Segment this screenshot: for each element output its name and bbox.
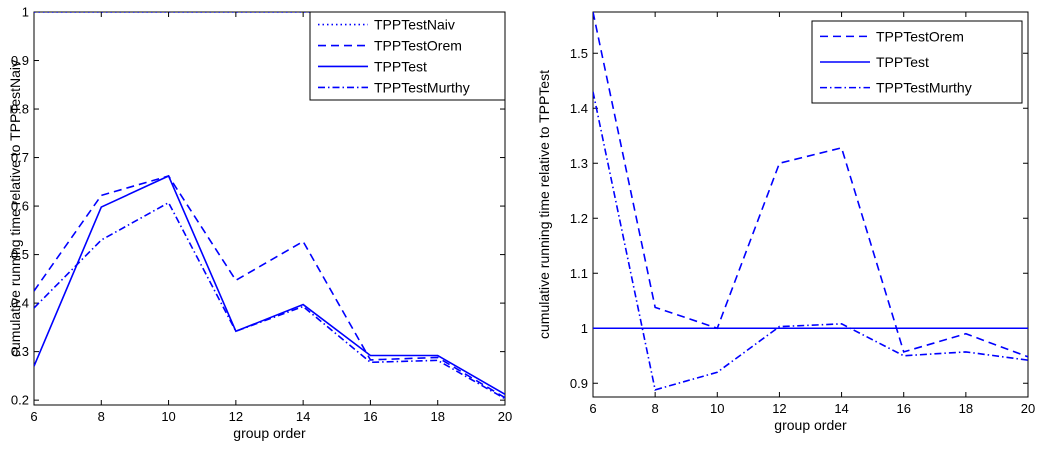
- x-tick-label: 6: [30, 409, 37, 424]
- y-tick-label: 1.3: [570, 156, 588, 171]
- x-tick-label: 12: [229, 409, 243, 424]
- x-axis-label: group order: [233, 425, 306, 441]
- x-tick-label: 6: [589, 401, 596, 416]
- y-tick-label: 0.4: [11, 296, 29, 311]
- legend-label: TPPTestMurthy: [876, 80, 972, 96]
- legend: TPPTestOrem TPPTest TPPTestMurthy: [811, 20, 1023, 104]
- y-tick-label: 0.5: [11, 247, 29, 262]
- x-tick-label: 12: [772, 401, 786, 416]
- x-tick-label: 16: [896, 401, 910, 416]
- x-tick-label: 14: [296, 409, 310, 424]
- x-tick-label: 10: [161, 409, 175, 424]
- y-tick-label: 0.6: [11, 199, 29, 214]
- y-tick-label: 1.4: [570, 101, 588, 116]
- x-tick-label: 18: [430, 409, 444, 424]
- y-tick-label: 0.2: [11, 393, 29, 408]
- x-tick-label: 8: [652, 401, 659, 416]
- y-tick-label: 1: [581, 321, 588, 336]
- x-tick-label: 20: [498, 409, 512, 424]
- x-tick-label: 18: [959, 401, 973, 416]
- legend-label: TPPTestNaiv: [374, 17, 455, 33]
- y-axis-label: cumulative running time relative to TPPT…: [536, 70, 552, 339]
- plot-frame: [592, 11, 1029, 398]
- y-tick-label: 0.9: [11, 53, 29, 68]
- series-line-TPPTestMurthy: [593, 91, 1028, 391]
- y-tick-label: 1.2: [570, 211, 588, 226]
- y-tick-label: 1.1: [570, 266, 588, 281]
- legend-box: [309, 11, 506, 101]
- y-tick-label: 0.3: [11, 344, 29, 359]
- y-tick-label: 0.7: [11, 150, 29, 165]
- y-tick-label: 0.9: [570, 376, 588, 391]
- legend-label: TPPTestOrem: [876, 28, 964, 44]
- x-tick-label: 16: [363, 409, 377, 424]
- legend-label: TPPTest: [876, 54, 929, 70]
- legend: TPPTestNaiv TPPTestOrem TPPTest TPPTestMurt…: [309, 11, 506, 101]
- series-line-TPPTestOrem: [34, 175, 505, 399]
- series-line-TPPTestMurthy: [34, 201, 505, 400]
- x-tick-label: 14: [834, 401, 848, 416]
- series-line-TPPTestOrem: [593, 12, 1028, 358]
- y-tick-label: 1.5: [570, 46, 588, 61]
- x-tick-label: 20: [1021, 401, 1035, 416]
- chart-1: 6 8 10 12 14 16 18 20 0.2 0.3 0.4 0.5 0.6 0.7 0.8 0.9 1 g…: [7, 5, 512, 442]
- x-axis-label: group order: [774, 417, 847, 433]
- x-tick-label: 8: [98, 409, 105, 424]
- chart-2: 6 8 10 12 14 16 18 20 0.9 1 1.1 1.2 1.3 1.4 1.5 group o…: [536, 11, 1035, 433]
- x-tick-label: 10: [710, 401, 724, 416]
- y-axis-label: cumulative running time relative to TPPT…: [7, 60, 23, 357]
- legend-label: TPPTestMurthy: [374, 79, 470, 95]
- series-line-TPPTest: [34, 174, 505, 396]
- y-tick-label: 1: [22, 5, 29, 20]
- legend-label: TPPTestOrem: [374, 38, 462, 54]
- legend-label: TPPTest: [374, 58, 427, 74]
- y-tick-label: 0.8: [11, 102, 29, 117]
